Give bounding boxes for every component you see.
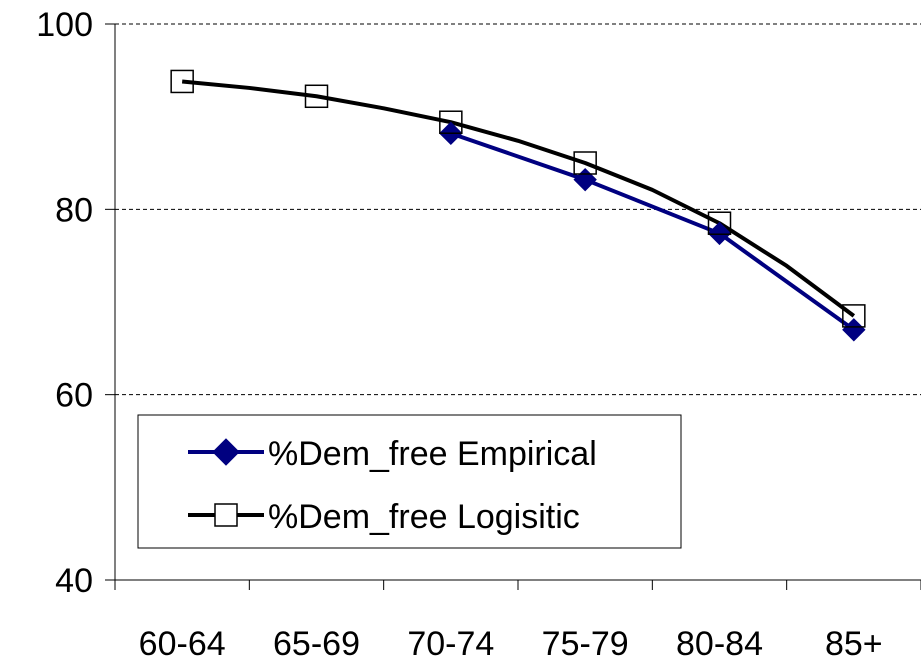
x-tick-label: 75-79 (542, 625, 629, 663)
y-tick-label: 60 (55, 377, 93, 415)
legend-label-logistic: %Dem_free Logisitic (268, 498, 580, 536)
legend: %Dem_free Empirical %Dem_free Logisitic (138, 415, 681, 548)
x-tick-label: 80-84 (676, 625, 763, 663)
x-tick-label: 65-69 (273, 625, 360, 663)
x-tick-label: 70-74 (407, 625, 494, 663)
y-tick-label: 40 (55, 562, 93, 600)
gridlines (115, 24, 921, 395)
tick-labels: 40 60 80 100 60-64 65-69 70-74 75-79 80-84 85+ (36, 6, 882, 663)
series-line-empirical (451, 133, 854, 329)
series-line-logistic (182, 81, 854, 315)
point-empirical-1 (574, 169, 596, 191)
data-series (171, 70, 865, 340)
square-icon (215, 504, 237, 526)
y-tick-label: 100 (36, 6, 93, 44)
y-tick-label: 80 (55, 191, 93, 229)
x-tick-label: 60-64 (139, 625, 226, 663)
x-tick-label: 85+ (825, 625, 883, 663)
legend-label-empirical: %Dem_free Empirical (268, 435, 597, 473)
